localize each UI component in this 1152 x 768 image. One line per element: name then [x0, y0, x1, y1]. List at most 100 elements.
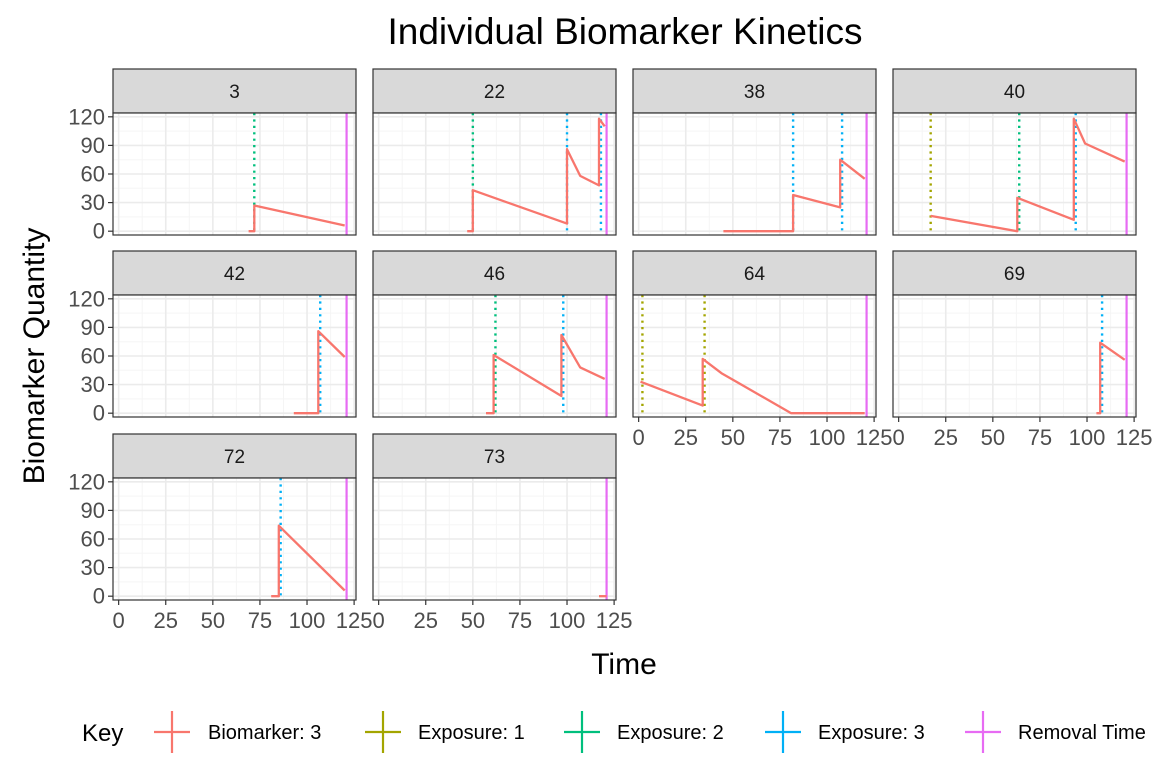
facet-strip-label: 64: [744, 264, 766, 285]
legend: Key Biomarker: 3 Exposure: 1 Exposure: 2 Exp…: [82, 711, 1146, 753]
x-tick-label: 50: [201, 608, 225, 633]
y-tick-label: 120: [68, 286, 105, 311]
facet-strip: [372, 433, 617, 479]
y-axis-title: Biomarker Quantity: [18, 228, 51, 485]
facet-strip: [372, 68, 617, 114]
x-tick-label: 0: [113, 608, 125, 633]
x-tick-label: 0: [893, 425, 905, 450]
y-tick-label: 0: [93, 584, 105, 609]
facet-panel-42: 42 0 30 60 90 120: [68, 250, 357, 426]
y-tick-label: 0: [93, 401, 105, 426]
facet-strip-label: 69: [1004, 264, 1025, 285]
facet-panel-73: 73 0 25 50 75 100 125: [372, 433, 633, 633]
panel-border: [632, 294, 877, 418]
facet-strip-label: 40: [1004, 82, 1025, 103]
biomarker-series-line: [486, 333, 606, 415]
x-tick-label: 100: [1069, 425, 1106, 450]
y-tick-label: 0: [93, 219, 105, 244]
facet-panel-22: 22: [372, 68, 617, 236]
x-tick-label: 100: [809, 425, 846, 450]
x-tick-label: 25: [154, 608, 178, 633]
x-tick-label: 75: [1028, 425, 1052, 450]
x-tick-label: 0: [633, 425, 645, 450]
facet-strip-label: 22: [484, 82, 505, 103]
facet-strip: [892, 250, 1137, 296]
legend-label: Removal Time: [1018, 722, 1146, 744]
y-tick-label: 90: [81, 315, 105, 340]
facet-panel-72: 72 0 30 60 90 120 0 25 50 75 100 125: [68, 433, 373, 633]
facet-panel-69: 69 0 25 50 75 100 125: [892, 250, 1152, 450]
y-tick-label: 30: [81, 555, 105, 580]
panel-border: [892, 112, 1137, 236]
legend-title: Key: [82, 720, 123, 747]
facet-panel-46: 46: [372, 250, 617, 418]
facet-panel-38: 38: [632, 68, 877, 236]
facet-strip: [632, 68, 877, 114]
facet-strip-label: 38: [744, 82, 765, 103]
panel-border: [372, 112, 617, 236]
x-tick-label: 100: [549, 608, 586, 633]
panel-border: [632, 112, 877, 236]
facet-strip: [112, 250, 357, 296]
y-tick-label: 90: [81, 498, 105, 523]
panel-border: [892, 294, 1137, 418]
facet-panel-40: 40: [892, 68, 1137, 236]
facet-strip-label: 73: [484, 447, 505, 468]
biomarker-series-line: [271, 524, 346, 598]
facet-strip-label: 42: [224, 264, 245, 285]
x-tick-label: 100: [289, 608, 326, 633]
biomarker-series-line: [293, 330, 346, 415]
x-tick-label: 50: [461, 608, 485, 633]
panel-border: [372, 477, 617, 601]
y-tick-label: 30: [81, 372, 105, 397]
legend-entry: Exposure: 3: [765, 711, 925, 753]
x-tick-label: 25: [414, 608, 438, 633]
y-tick-label: 60: [81, 162, 105, 187]
y-tick-label: 120: [68, 104, 105, 129]
x-tick-label: 0: [373, 608, 385, 633]
biomarker-series-line: [640, 357, 865, 415]
legend-entry: Exposure: 1: [365, 711, 525, 753]
legend-label: Exposure: 3: [818, 722, 925, 744]
y-tick-label: 30: [81, 190, 105, 215]
biomarker-series-line: [723, 158, 866, 233]
facet-strip: [632, 250, 877, 296]
facet-strip-label: 3: [229, 82, 240, 103]
x-tick-label: 75: [768, 425, 792, 450]
legend-label: Exposure: 2: [617, 722, 724, 744]
x-tick-label: 50: [981, 425, 1005, 450]
x-tick-label: 25: [674, 425, 698, 450]
legend-entry: Removal Time: [965, 711, 1146, 753]
facet-strip-label: 46: [484, 264, 505, 285]
legend-entry: Biomarker: 3: [154, 711, 321, 753]
y-tick-label: 90: [81, 133, 105, 158]
y-tick-label: 120: [68, 469, 105, 494]
facet-panel-64: 64 0 25 50 75 100 125: [632, 250, 893, 450]
x-tick-label: 75: [248, 608, 272, 633]
biomarker-series-line: [1096, 341, 1126, 415]
x-tick-label: 125: [596, 608, 633, 633]
facet-strip: [112, 433, 357, 479]
legend-label: Exposure: 1: [418, 722, 525, 744]
chart-title: Individual Biomarker Kinetics: [387, 11, 862, 52]
biomarker-series-line: [248, 204, 345, 233]
x-tick-label: 125: [336, 608, 373, 633]
legend-label: Biomarker: 3: [208, 722, 321, 744]
x-axis-title: Time: [591, 648, 657, 681]
x-tick-label: 25: [934, 425, 958, 450]
y-tick-label: 60: [81, 527, 105, 552]
biomarker-series-line: [467, 117, 606, 233]
facet-strip: [112, 68, 357, 114]
panel-border: [372, 294, 617, 418]
x-tick-label: 125: [856, 425, 893, 450]
x-tick-label: 125: [1116, 425, 1152, 450]
legend-entry: Exposure: 2: [564, 711, 724, 753]
x-tick-label: 75: [508, 608, 532, 633]
facet-strip-label: 72: [224, 447, 245, 468]
x-tick-label: 50: [721, 425, 745, 450]
biomarker-series-line: [930, 117, 1126, 233]
y-tick-label: 60: [81, 344, 105, 369]
